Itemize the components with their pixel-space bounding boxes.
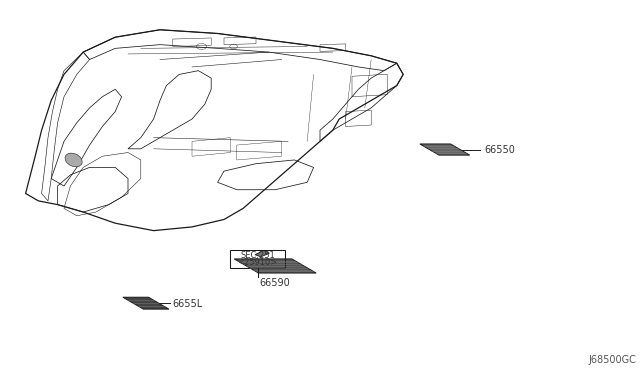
Polygon shape: [123, 297, 169, 309]
Ellipse shape: [65, 153, 82, 167]
Text: <25910>: <25910>: [237, 258, 278, 267]
Polygon shape: [420, 144, 470, 155]
Polygon shape: [234, 259, 316, 273]
Text: 66590: 66590: [260, 278, 291, 288]
Text: 66550: 66550: [484, 145, 515, 154]
Text: 6655L: 6655L: [173, 299, 203, 309]
Polygon shape: [255, 250, 269, 257]
Text: SEC.251: SEC.251: [240, 251, 275, 260]
Text: J68500GC: J68500GC: [589, 355, 637, 365]
